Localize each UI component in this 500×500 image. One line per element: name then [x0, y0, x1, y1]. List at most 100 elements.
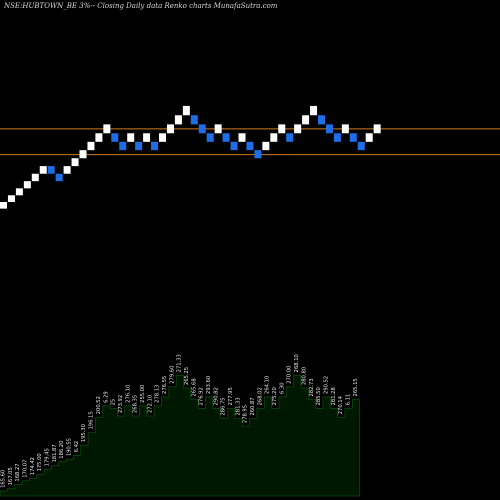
renko-brick-1 — [0, 202, 7, 209]
renko-brick-42 — [325, 124, 333, 134]
bottom-value-label-19: 268.35 — [133, 395, 139, 413]
bottom-value-label-41: 268.10 — [294, 354, 300, 372]
renko-brick-46 — [357, 141, 365, 151]
renko-brick-35 — [270, 133, 278, 142]
bottom-value-label-34: 278.95 — [243, 405, 249, 423]
bottom-value-label-24: 279.60 — [169, 366, 175, 384]
bottom-value-label-20: 255.00 — [140, 385, 146, 403]
renko-brick-11 — [79, 150, 87, 159]
bottom-value-label-30: 290.82 — [213, 387, 219, 405]
renko-brick-34 — [262, 141, 270, 151]
bottom-value-label-48: 6.11 — [345, 394, 351, 406]
bottom-value-label-36: 268.02 — [257, 387, 263, 405]
renko-brick-47 — [365, 133, 373, 142]
renko-brick-30 — [230, 141, 238, 151]
renko-brick-10 — [71, 158, 79, 167]
bottom-value-label-12: 195.30 — [81, 424, 87, 442]
chart-title: NSE:HUBTOWN_BE 3%-- Closing Daily data R… — [4, 2, 278, 10]
bottom-value-label-25: 271.33 — [177, 354, 183, 372]
bottom-value-label-31: 286.75 — [221, 397, 227, 415]
bottom-value-label-21: 272.10 — [147, 395, 153, 413]
renko-brick-31 — [238, 133, 246, 142]
renko-brick-48 — [373, 124, 381, 134]
renko-brick-4 — [23, 181, 31, 189]
bottom-value-label-28: 276.92 — [199, 387, 205, 405]
bottom-value-label-4: 170.07 — [23, 460, 29, 478]
bottom-value-label-10: 190.55 — [67, 438, 73, 456]
renko-brick-39 — [302, 115, 310, 125]
renko-brick-36 — [278, 124, 286, 134]
reference-lines-layer — [0, 128, 500, 156]
bottom-value-label-17: 273.92 — [118, 395, 124, 413]
renko-brick-3 — [15, 188, 23, 196]
renko-brick-14 — [103, 124, 111, 134]
bottom-value-label-23: 276.55 — [162, 376, 168, 394]
bottom-value-label-42: 280.80 — [301, 367, 307, 385]
bottom-value-label-29: 293.60 — [206, 376, 212, 394]
bottom-value-label-27: 265.68 — [191, 378, 197, 396]
renko-brick-45 — [349, 133, 357, 142]
bottom-value-label-32: 277.95 — [228, 387, 234, 405]
renko-brick-19 — [143, 133, 151, 142]
renko-brick-27 — [206, 133, 214, 142]
bottom-value-label-5: 174.42 — [30, 457, 36, 475]
renko-brick-24 — [182, 105, 190, 116]
bottom-value-label-49: 265.15 — [353, 378, 359, 396]
renko-brick-21 — [159, 133, 166, 142]
renko-brick-22 — [166, 124, 174, 134]
bottom-value-label-46: 281.28 — [331, 387, 337, 405]
renko-brick-43 — [333, 133, 341, 142]
renko-brick-33 — [254, 150, 262, 159]
renko-brick-29 — [222, 133, 230, 142]
bottom-value-label-44: 285.50 — [316, 387, 322, 405]
renko-brick-37 — [286, 133, 294, 142]
bottom-value-label-3: 168.27 — [15, 463, 21, 481]
renko-bricks-layer — [0, 105, 381, 209]
bottom-value-label-45: 290.52 — [323, 376, 329, 394]
bottom-value-label-22: 278.13 — [155, 385, 161, 403]
bottom-value-label-26: 265.25 — [184, 367, 190, 385]
renko-brick-17 — [127, 133, 135, 142]
bottom-value-label-11: 6.42 — [74, 441, 80, 453]
bottom-value-label-40: 270.00 — [287, 366, 293, 384]
renko-brick-20 — [151, 141, 159, 151]
renko-brick-6 — [39, 166, 47, 174]
bottom-value-label-14: 200.52 — [96, 396, 102, 414]
renko-brick-16 — [119, 141, 127, 151]
bottom-value-label-2: 167.05 — [8, 467, 14, 485]
renko-brick-41 — [318, 115, 325, 125]
renko-brick-23 — [174, 115, 182, 125]
bottom-value-label-39: 6.30 — [279, 382, 285, 394]
renko-brick-18 — [135, 141, 143, 151]
bottom-value-label-13: 196.15 — [89, 411, 95, 429]
renko-brick-9 — [63, 166, 71, 174]
renko-brick-38 — [294, 124, 302, 134]
bottom-value-label-43: 282.73 — [309, 378, 315, 396]
renko-brick-26 — [198, 124, 206, 134]
bottom-value-label-1: 165.60 — [1, 470, 7, 488]
renko-brick-25 — [190, 115, 198, 125]
renko-brick-44 — [341, 124, 349, 134]
bottom-value-label-33: 281.33 — [235, 397, 241, 415]
renko-brick-7 — [47, 166, 55, 174]
renko-brick-28 — [214, 124, 222, 134]
renko-brick-5 — [31, 173, 39, 182]
bottom-value-label-6: 175.00 — [37, 453, 43, 471]
bottom-value-label-15: 6.29 — [103, 391, 109, 403]
bottom-value-label-16: 25 — [111, 399, 117, 406]
bottom-area — [0, 374, 361, 497]
bottom-value-label-7: 179.45 — [45, 448, 51, 466]
bottom-value-label-9: 186.20 — [59, 441, 65, 459]
renko-brick-12 — [87, 141, 95, 151]
bottom-value-label-35: 260.87 — [250, 397, 256, 415]
bottom-value-label-47: 270.14 — [338, 395, 344, 414]
bottom-series-layer: 165.60 167.05 168.27 170.07 174.42 175.00 179.… — [0, 354, 361, 497]
bottom-value-label-18: 276.10 — [125, 385, 131, 403]
bottom-value-label-8: 181.87 — [52, 444, 58, 462]
bottom-value-label-38: 275.20 — [272, 387, 278, 405]
bottom-value-label-37: 264.10 — [265, 376, 271, 394]
renko-brick-15 — [111, 133, 119, 142]
renko-brick-13 — [95, 133, 103, 142]
